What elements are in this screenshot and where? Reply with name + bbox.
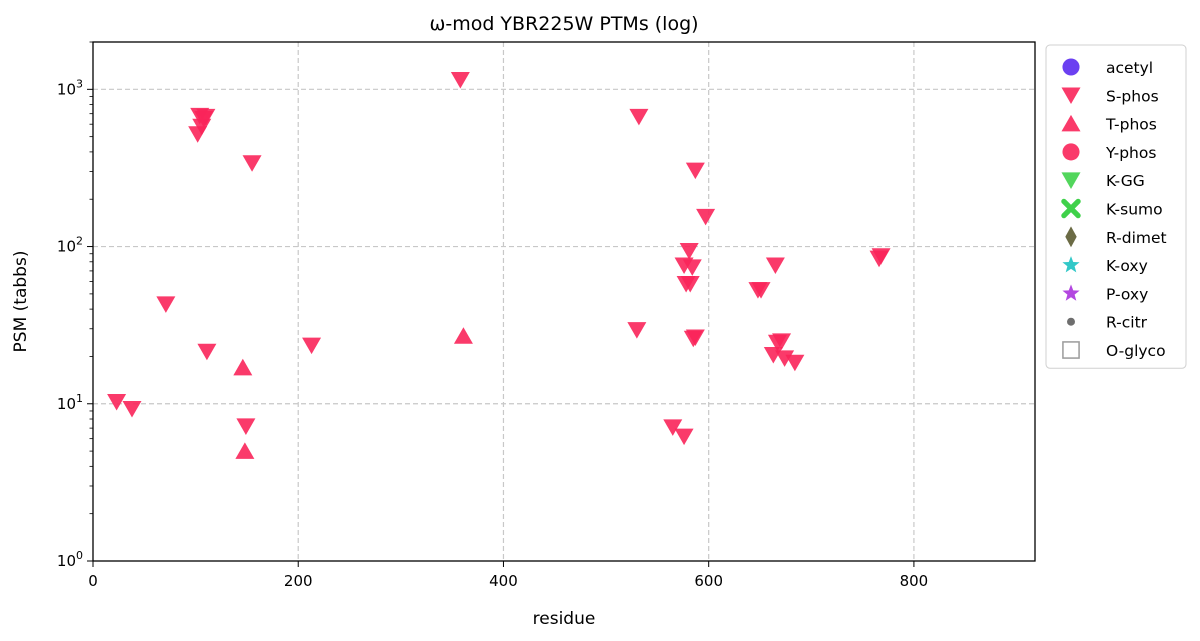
chart-title: ω-mod YBR225W PTMs (log): [429, 13, 698, 35]
legend-label: S-phos: [1106, 87, 1159, 105]
axis-ticks: 0 200 400 600 800 100 101 102 103: [57, 41, 929, 590]
data-point-s-phos: [785, 354, 805, 372]
y-tick-label: 100: [57, 549, 83, 570]
data-point-s-phos: [242, 155, 262, 172]
data-point-s-phos: [627, 322, 647, 339]
legend-marker-s-phos: [1061, 87, 1081, 105]
x-tick-label: 400: [489, 572, 518, 590]
legend-label: K-sumo: [1106, 201, 1163, 219]
data-point-s-phos: [156, 296, 176, 313]
legend-marker-t-phos: [1061, 114, 1081, 132]
data-point-s-phos: [765, 257, 785, 275]
legend-label: K-oxy: [1106, 257, 1148, 275]
legend-marker-o-glyco: [1062, 341, 1080, 359]
legend-label: Y-phos: [1105, 144, 1156, 162]
legend-label: K-GG: [1106, 172, 1145, 190]
data-point-s-phos: [775, 350, 795, 367]
legend-frame: [1045, 44, 1187, 369]
y-tick-label: 102: [57, 235, 83, 256]
y-tick-label: 103: [57, 77, 83, 98]
data-point-s-phos: [682, 259, 702, 276]
y-tick-label: 101: [57, 392, 83, 413]
x-tick-label: 600: [694, 572, 723, 590]
data-point-s-phos: [751, 282, 771, 299]
data-point-s-phos: [680, 275, 700, 293]
legend-marker-r-dimet: [1065, 226, 1077, 248]
x-tick-label: 800: [900, 572, 929, 590]
data-points: [107, 71, 891, 459]
legend-marker-k-oxy: [1062, 256, 1080, 273]
data-point-s-phos: [450, 71, 470, 89]
data-point-s-phos: [772, 333, 792, 350]
data-point-s-phos: [196, 108, 216, 126]
legend-label: T-phos: [1105, 116, 1157, 134]
legend-marker-k-gg: [1061, 172, 1081, 189]
x-tick-label: 0: [88, 572, 98, 590]
data-point-t-phos: [453, 327, 473, 344]
legend-label: acetyl: [1106, 59, 1153, 77]
legend-label: P-oxy: [1106, 285, 1148, 303]
data-point-s-phos: [679, 242, 699, 260]
data-point-s-phos: [122, 400, 142, 418]
legend-marker-y-phos: [1062, 143, 1080, 161]
legend-marker-p-oxy: [1062, 284, 1080, 301]
x-tick-label: 200: [284, 572, 313, 590]
legend-label: O-glyco: [1106, 342, 1166, 360]
legend-marker-r-citr: [1067, 317, 1075, 326]
data-point-s-phos: [107, 393, 127, 411]
data-point-s-phos: [685, 162, 705, 180]
data-point-t-phos: [233, 358, 253, 376]
legend-marker-k-sumo: [1061, 198, 1081, 219]
data-point-s-phos: [674, 428, 694, 446]
y-axis-label: PSM (tabbs): [11, 251, 31, 353]
x-axis-label: residue: [533, 609, 596, 629]
grid: [93, 42, 1035, 561]
data-point-s-phos: [871, 248, 891, 265]
data-point-s-phos: [663, 419, 683, 436]
data-point-s-phos: [696, 208, 716, 226]
data-point-s-phos: [629, 108, 649, 126]
legend-label: R-citr: [1106, 314, 1148, 332]
legend-marker-acetyl: [1062, 58, 1080, 76]
plot-frame: [92, 41, 1036, 562]
legend-label: R-dimet: [1106, 229, 1167, 247]
data-point-s-phos: [685, 329, 705, 346]
data-point-s-phos: [236, 418, 256, 435]
legend: acetyl S-phos T-phos Y-phos K-GG K-sumo R-dime…: [1045, 44, 1187, 369]
data-point-t-phos: [235, 442, 255, 459]
data-point-s-phos: [302, 337, 322, 355]
data-point-s-phos: [197, 343, 217, 361]
